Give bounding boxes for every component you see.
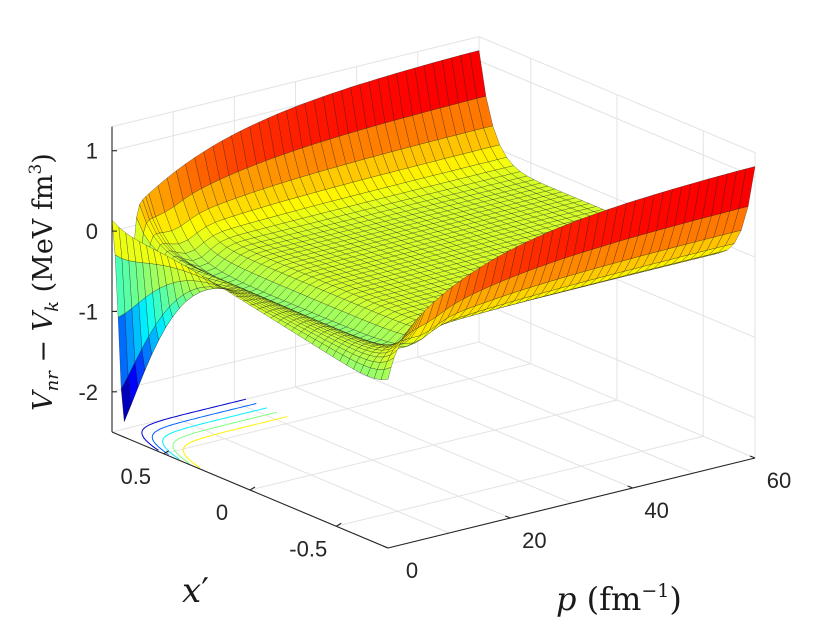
x-prime-tick-label: 0.5 [120,464,151,489]
x-prime-axis-label: x′ [182,571,209,611]
contour-line [162,407,267,460]
surface [111,50,756,422]
contour-line [151,403,257,456]
z-axis-label: Vnr − Vk (MeV fm3) [26,153,63,411]
z-tick-label: -1 [78,299,98,324]
axes [111,126,756,549]
svg-text:Vnr − Vk (MeV fm3): Vnr − Vk (MeV fm3) [26,153,63,411]
contours [141,398,288,469]
p-tick-label: 0 [406,558,418,583]
p-axis [387,457,756,549]
p-tick-label: 20 [522,528,546,553]
z-tick-label: -2 [78,380,98,405]
surface-patch [380,367,392,380]
contour-line [182,416,288,469]
contour-line [172,411,278,464]
x-prime-tick-label: 0 [216,500,228,525]
z-tick-label: 1 [86,139,98,164]
tick-labels: 0 20 40 60 0.5 0 -0.5 1 0 -1 -2 [78,139,791,583]
p-axis-label: p (fm−1) [556,580,682,618]
x-prime-tick-label: -0.5 [289,536,327,561]
z-tick-label: 0 [86,219,98,244]
p-tick-label: 60 [767,468,791,493]
contour-line [141,398,247,451]
p-tick-label: 40 [644,498,668,523]
